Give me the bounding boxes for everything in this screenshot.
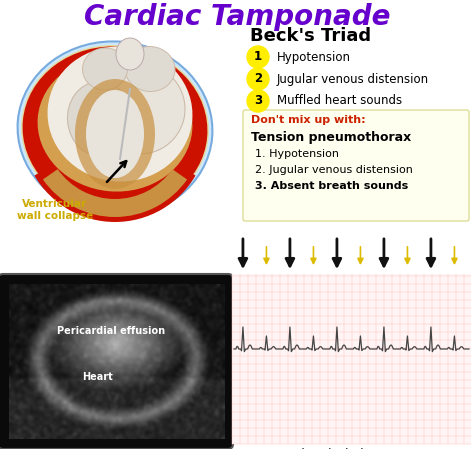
- Ellipse shape: [37, 57, 192, 192]
- Text: Jugular venous distension: Jugular venous distension: [277, 72, 429, 85]
- Circle shape: [247, 46, 269, 68]
- Ellipse shape: [82, 48, 128, 90]
- Circle shape: [247, 68, 269, 90]
- Text: 3: 3: [254, 94, 262, 107]
- Ellipse shape: [95, 64, 185, 154]
- Text: Hypotension: Hypotension: [277, 50, 351, 63]
- Text: Don't mix up with:: Don't mix up with:: [251, 115, 365, 125]
- Text: Tension pneumothorax: Tension pneumothorax: [251, 131, 411, 144]
- FancyBboxPatch shape: [0, 274, 233, 449]
- Ellipse shape: [18, 41, 212, 216]
- Text: Heart: Heart: [82, 372, 113, 382]
- Ellipse shape: [21, 45, 209, 213]
- Ellipse shape: [116, 38, 144, 70]
- Ellipse shape: [75, 79, 155, 189]
- Text: Beck's Triad: Beck's Triad: [250, 27, 371, 45]
- Text: Muffled heart sounds: Muffled heart sounds: [277, 94, 402, 107]
- Ellipse shape: [23, 46, 208, 211]
- Ellipse shape: [125, 47, 175, 92]
- Text: 1: 1: [254, 50, 262, 63]
- Text: 3. Absent breath sounds: 3. Absent breath sounds: [255, 181, 408, 191]
- Wedge shape: [35, 164, 196, 222]
- FancyBboxPatch shape: [232, 274, 471, 444]
- Text: 2. Jugular venous distension: 2. Jugular venous distension: [255, 165, 413, 175]
- Text: Electrical Alternans: Electrical Alternans: [294, 448, 409, 449]
- Circle shape: [247, 90, 269, 112]
- Wedge shape: [43, 169, 187, 217]
- Text: Pericardial effusion: Pericardial effusion: [57, 326, 165, 336]
- Ellipse shape: [86, 90, 144, 178]
- Text: Ventricular
wall collapse: Ventricular wall collapse: [17, 199, 93, 220]
- Text: 2: 2: [254, 72, 262, 85]
- Ellipse shape: [47, 46, 192, 181]
- FancyBboxPatch shape: [243, 110, 469, 221]
- Text: 1. Hypotension: 1. Hypotension: [255, 149, 339, 159]
- Text: Cardiac Tamponade: Cardiac Tamponade: [84, 3, 390, 31]
- Ellipse shape: [67, 82, 133, 156]
